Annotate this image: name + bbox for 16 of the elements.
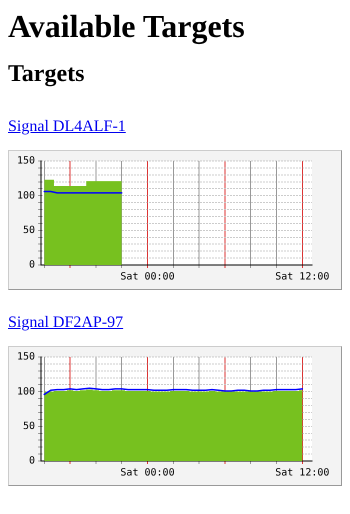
y-tick-label: 150	[17, 156, 36, 167]
y-tick-label: 100	[17, 386, 36, 398]
text: Available Targets	[8, 8, 246, 45]
y-tick-label: 150	[17, 352, 36, 363]
y-tick-label: 100	[17, 190, 36, 202]
chart-title: Signal DF2AP-97	[8, 314, 124, 332]
y-tick-label: 0	[29, 456, 36, 467]
text: Targets	[8, 61, 86, 88]
x-tick-label: Sat 12:00	[275, 272, 330, 283]
chart-title: Signal DL4ALF-1	[8, 118, 126, 136]
x-tick-label: Sat 12:00	[275, 468, 330, 479]
y-tick-label: 50	[23, 224, 36, 236]
y-tick-label: 0	[29, 260, 36, 271]
x-tick-label: Sat 00:00	[120, 272, 175, 283]
y-tick-label: 50	[23, 420, 36, 432]
x-tick-label: Sat 00:00	[120, 468, 175, 479]
